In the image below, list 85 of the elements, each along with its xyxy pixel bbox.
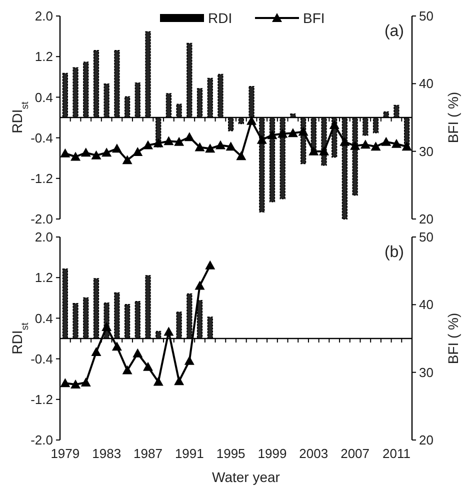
point	[164, 136, 174, 146]
chart-title: (b)	[384, 244, 404, 261]
point	[122, 365, 132, 374]
point	[91, 150, 102, 160]
y2-tick-label: 20	[419, 432, 434, 448]
point	[278, 128, 288, 138]
y-tick-label: -2.0	[30, 432, 53, 448]
point	[205, 260, 216, 270]
point	[143, 362, 153, 371]
point	[256, 134, 267, 144]
y2-tick-label: 40	[419, 297, 434, 312]
point	[391, 138, 402, 148]
legend-label: BFI	[303, 10, 325, 26]
point	[80, 377, 91, 386]
point	[205, 144, 216, 153]
point	[370, 142, 381, 151]
point	[226, 142, 236, 151]
chart-title: (a)	[384, 23, 404, 40]
y2-axis-title: BFI ( %)	[445, 92, 461, 144]
point	[60, 148, 70, 158]
point	[340, 136, 350, 146]
point	[122, 155, 132, 164]
y-tick-label: 0.4	[34, 310, 53, 326]
point	[174, 376, 184, 386]
y2-tick-label: 20	[419, 212, 434, 227]
y2-tick-label: 30	[419, 144, 434, 159]
point	[132, 147, 143, 156]
point	[267, 130, 278, 140]
y2-axis-title: BFI ( %)	[445, 312, 461, 364]
x-tick-label: 2007	[340, 446, 370, 461]
point	[102, 322, 112, 331]
point	[319, 146, 329, 156]
point	[298, 126, 308, 136]
x-tick-label: 1999	[258, 446, 287, 461]
x-tick-label: 1979	[50, 446, 80, 461]
x-tick-label: 1987	[134, 446, 162, 461]
point	[174, 136, 184, 146]
y-tick-label: -2.0	[30, 212, 53, 227]
y-tick-label: -1.2	[30, 392, 53, 407]
x-tick-label: 1983	[92, 446, 122, 461]
point	[381, 136, 392, 146]
x-axis-title: Water year	[212, 469, 280, 485]
point	[102, 148, 112, 157]
point	[112, 342, 122, 351]
point	[194, 280, 205, 290]
point	[236, 151, 246, 160]
point	[350, 140, 360, 150]
y-tick-label: 2.0	[34, 230, 53, 245]
point	[60, 378, 70, 388]
x-tick-label: 1991	[174, 446, 204, 461]
y-tick-label: -0.4	[30, 351, 53, 366]
legend-label: RDI	[208, 10, 232, 26]
point	[360, 140, 370, 149]
point	[402, 142, 412, 151]
y2-tick-label: 30	[419, 364, 434, 380]
point	[112, 144, 122, 153]
point	[246, 116, 257, 125]
y-tick-label: 1.2	[34, 49, 53, 64]
point	[215, 140, 226, 150]
point	[153, 138, 164, 148]
point	[164, 326, 174, 336]
point	[184, 356, 194, 365]
point	[329, 120, 340, 129]
y-tick-label: -1.2	[30, 170, 53, 186]
x-tick-label: 2011	[382, 446, 410, 461]
y-tick-label: 2.0	[34, 8, 53, 24]
point	[70, 152, 81, 161]
point	[308, 146, 319, 156]
point	[194, 142, 205, 152]
point	[132, 348, 143, 358]
y-tick-label: -0.4	[30, 130, 53, 146]
y2-tick-label: 50	[419, 8, 434, 24]
point	[143, 140, 153, 150]
y2-tick-label: 50	[419, 230, 434, 245]
y2-tick-label: 40	[419, 76, 434, 92]
point	[91, 347, 102, 356]
point	[153, 376, 164, 386]
y-tick-label: 1.2	[34, 270, 53, 286]
y-tick-label: 0.4	[34, 90, 53, 105]
point	[288, 128, 298, 138]
point	[80, 148, 91, 157]
x-tick-label: 1995	[216, 446, 246, 461]
point	[70, 380, 81, 389]
point	[184, 132, 194, 142]
x-tick-label: 2003	[299, 446, 328, 461]
